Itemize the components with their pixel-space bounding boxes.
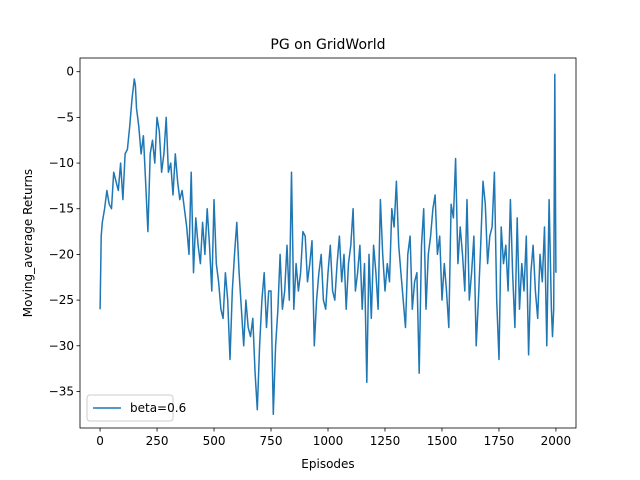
legend-label: beta=0.6 <box>130 401 186 415</box>
y-axis-ticks: 0 −5 −10 −15 −20 −25 −30 −35 <box>49 65 80 398</box>
y-tick-label: −20 <box>49 247 74 261</box>
legend-box <box>86 394 174 422</box>
y-tick-label: −30 <box>49 339 74 353</box>
y-tick-label: 0 <box>66 65 74 79</box>
x-axis-ticks: 0 250 500 750 1000 1250 1500 1750 2000 <box>96 428 571 448</box>
x-tick-label: 250 <box>146 434 169 448</box>
legend: beta=0.6 <box>86 394 186 422</box>
x-axis-label: Episodes <box>301 457 354 471</box>
y-tick-label: −35 <box>49 384 74 398</box>
x-tick-label: 1250 <box>370 434 401 448</box>
series-line <box>99 73 557 416</box>
y-axis-label: Moving_average Returns <box>21 169 35 317</box>
y-tick-label: −15 <box>49 202 74 216</box>
x-tick-label: 750 <box>260 434 283 448</box>
series-layer <box>99 73 557 416</box>
y-tick-label: −10 <box>49 156 74 170</box>
x-tick-label: 500 <box>203 434 226 448</box>
chart-title: PG on GridWorld <box>270 37 385 53</box>
x-tick-label: 1000 <box>313 434 344 448</box>
y-tick-label: −25 <box>49 293 74 307</box>
x-tick-label: 0 <box>96 434 104 448</box>
x-tick-label: 2000 <box>541 434 572 448</box>
x-tick-label: 1500 <box>427 434 458 448</box>
plot-area <box>79 57 577 429</box>
y-tick-label: −5 <box>56 110 74 124</box>
x-tick-label: 1750 <box>484 434 515 448</box>
